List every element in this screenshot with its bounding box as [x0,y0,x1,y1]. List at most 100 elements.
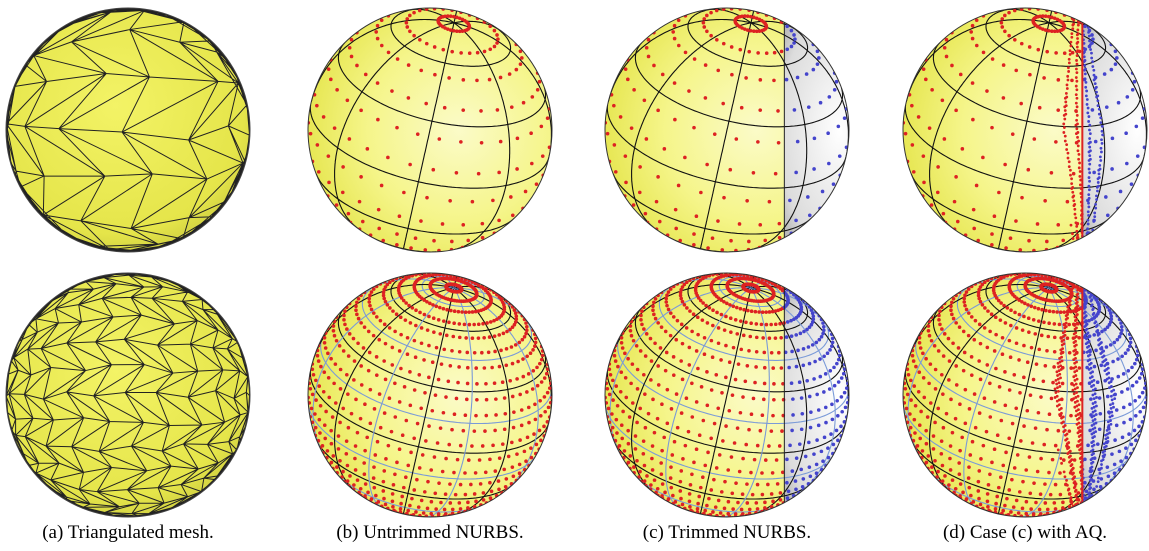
quadrature-point [450,240,454,244]
quadrature-point [1119,459,1123,463]
quadrature-point [471,200,475,204]
quadrature-point [632,465,636,469]
adaptive-point [1077,287,1080,290]
quadrature-point [466,366,470,370]
quadrature-point [379,426,383,430]
quadrature-point [660,402,664,406]
quadrature-point [953,200,957,204]
quadrature-point [1002,304,1006,308]
quadrature-point [319,404,323,408]
quadrature-point [764,310,768,314]
quadrature-point [929,362,933,366]
quadrature-point [624,67,628,71]
quadrature-point [428,302,432,306]
adaptive-point [1113,394,1116,397]
quadrature-point [354,468,358,472]
quadrature-point [369,422,373,426]
adaptive-point [1098,164,1101,167]
quadrature-point [679,359,683,363]
quadrature-point [927,324,931,328]
quadrature-point [1058,471,1062,475]
quadrature-point [322,115,326,119]
quadrature-point [1098,427,1102,431]
quadrature-point [1054,507,1058,511]
adaptive-point [1075,352,1078,355]
quadrature-point [673,440,677,444]
adaptive-point [1096,99,1099,102]
quadrature-point [988,415,992,419]
quadrature-point [665,293,669,297]
quadrature-point [720,391,724,395]
quadrature-point [355,313,359,317]
quadrature-point [401,433,405,437]
quadrature-point [322,370,326,374]
quadrature-point [906,393,910,397]
quadrature-point [1010,478,1014,482]
quadrature-point [464,493,468,497]
quadrature-point [390,89,394,93]
quadrature-point [341,407,345,411]
quadrature-point [942,212,946,216]
adaptive-point [1097,480,1100,483]
quadrature-point [1042,443,1046,447]
quadrature-point [1108,308,1112,312]
quadrature-point [1051,458,1055,462]
quadrature-point [416,422,420,426]
quadrature-point [408,30,412,34]
quadrature-point [669,311,673,315]
quadrature-point [638,407,642,411]
quadrature-point [548,386,552,390]
quadrature-point [676,426,680,430]
adaptive-point [1077,131,1080,134]
quadrature-point [638,470,642,474]
quadrature-point [368,351,372,355]
quadrature-point [447,321,451,325]
quadrature-point [971,440,975,444]
quadrature-point [311,393,315,397]
quadrature-point [494,397,498,401]
quadrature-point [972,500,976,504]
quadrature-point [815,471,819,475]
quadrature-point [391,492,395,496]
quadrature-point [938,323,942,327]
adaptive-point [1058,381,1061,384]
quadrature-point [837,380,841,384]
quadrature-point [930,339,934,343]
quadrature-point [950,64,954,68]
quadrature-point [740,508,744,512]
quadrature-point [1058,323,1062,327]
quadrature-point [423,248,427,252]
quadrature-point [414,308,418,312]
adaptive-point [1089,132,1092,135]
quadrature-point [624,154,628,158]
quadrature-point [724,424,728,428]
quadrature-point [812,377,816,381]
quadrature-point [986,499,990,503]
quadrature-point [1038,508,1042,512]
quadrature-point [503,396,507,400]
quadrature-point [417,373,421,377]
quadrature-point [481,222,485,226]
quadrature-point [843,391,847,395]
adaptive-point [1094,409,1097,412]
quadrature-point [718,453,722,457]
quadrature-point [624,376,628,380]
quadrature-point [745,199,749,203]
quadrature-point [488,335,492,339]
quadrature-point [395,232,399,236]
quadrature-point [1007,11,1011,15]
quadrature-point [359,175,363,179]
quadrature-point [1056,108,1060,112]
quadrature-point [1099,485,1103,489]
quadrature-point [493,334,497,338]
adaptive-point [1076,37,1079,40]
quadrature-point [496,37,500,41]
quadrature-point [837,358,841,362]
quadrature-point [1009,324,1013,328]
quadrature-point [543,395,547,399]
quadrature-point [922,396,926,400]
quadrature-point [630,126,634,130]
quadrature-point [432,316,436,320]
adaptive-point [1088,491,1091,494]
adaptive-point [1075,119,1078,122]
